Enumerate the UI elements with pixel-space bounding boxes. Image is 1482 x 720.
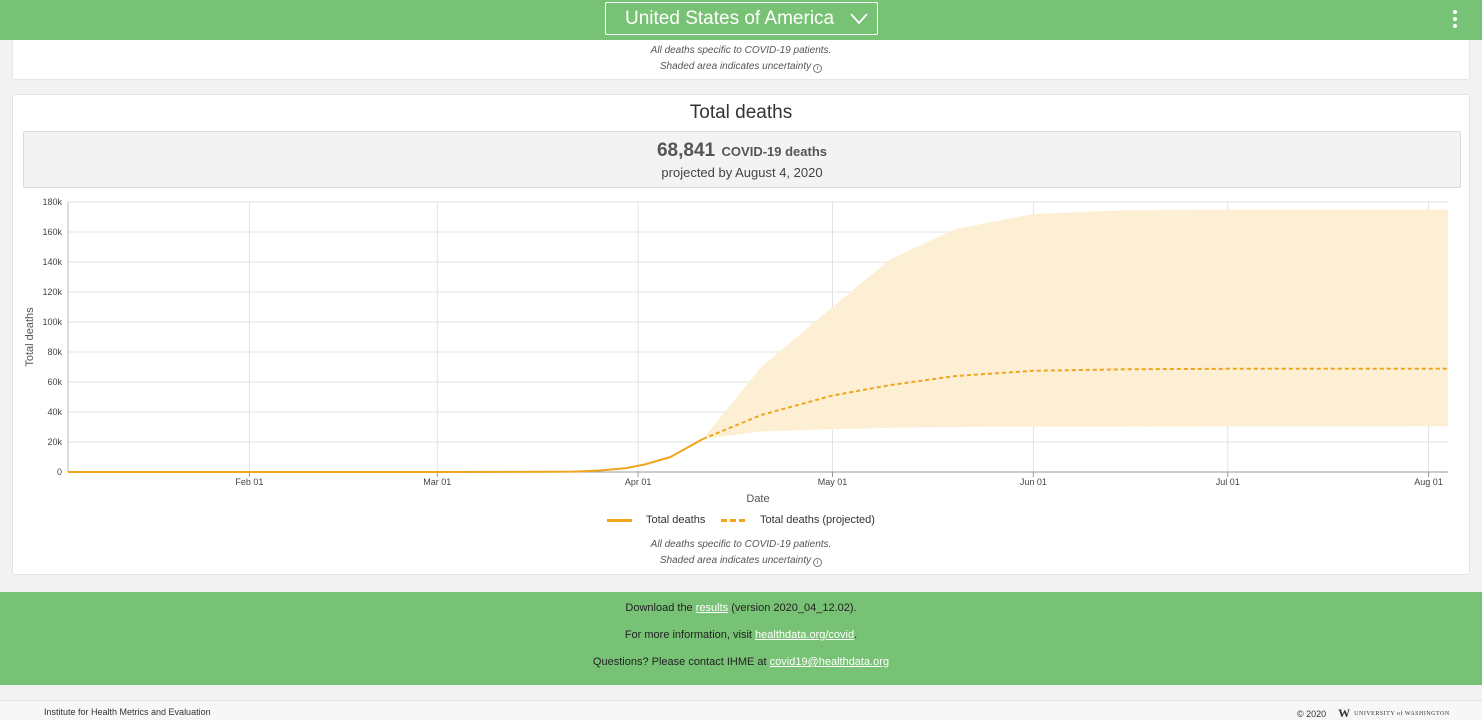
footer-info: For more information, visit healthdata.o…	[0, 622, 1482, 649]
uw-name: UNIVERSITY of WASHINGTON	[1354, 710, 1450, 717]
footer-info-period: .	[854, 629, 858, 641]
country-select-label: United States of America	[625, 8, 835, 29]
uw-logo[interactable]: W	[1338, 706, 1351, 720]
y-tick-label: 100k	[42, 317, 62, 327]
legend-swatch-dashed	[721, 518, 746, 522]
x-tick-label: Mar 01	[423, 477, 451, 487]
deaths-note-line1: All deaths specific to COVID-19 patients…	[650, 45, 832, 56]
top-bar: United States of America	[0, 0, 1482, 40]
chevron-down-icon	[850, 13, 868, 25]
chart-legend: Total deaths Total deaths (projected)	[0, 514, 1482, 528]
x-tick-label: Feb 01	[235, 477, 263, 487]
x-tick-label: May 01	[818, 477, 848, 487]
chart-note-line1: All deaths specific to COVID-19 patients…	[650, 539, 832, 550]
legend-item-projected[interactable]: Total deaths (projected)	[721, 514, 875, 526]
email-link[interactable]: covid19@healthdata.org	[769, 656, 890, 668]
footer-contact-text: Questions? Please contact IHME at	[592, 656, 767, 668]
y-tick-label: 0	[57, 467, 62, 477]
summary-value: 68,841	[656, 140, 716, 161]
uw-credit: © 2020 W UNIVERSITY of WASHINGTON	[1297, 706, 1450, 720]
footer-download-text: Download the	[625, 602, 693, 614]
card-title: Total deaths	[689, 102, 793, 123]
y-tick-label: 180k	[42, 197, 62, 207]
chart-note: All deaths specific to COVID-19 patients…	[0, 537, 1482, 569]
uncertainty-note: Shaded area indicates uncertainty	[659, 61, 812, 72]
kebab-menu-icon[interactable]	[1448, 8, 1462, 30]
org-name: Institute for Health Metrics and Evaluat…	[44, 707, 211, 717]
results-link[interactable]: results	[695, 602, 729, 614]
summary-subtitle: projected by August 4, 2020	[661, 165, 823, 180]
legend-label-projected: Total deaths (projected)	[760, 514, 875, 526]
x-tick-label: Jun 01	[1020, 477, 1047, 487]
healthdata-link[interactable]: healthdata.org/covid	[755, 629, 855, 641]
y-tick-label: 60k	[47, 377, 62, 387]
legend-label-total-deaths: Total deaths	[646, 514, 706, 526]
summary-unit: COVID-19 deaths	[721, 144, 828, 159]
deaths-note: All deaths specific to COVID-19 patients…	[13, 40, 1469, 75]
x-tick-label: Apr 01	[625, 477, 652, 487]
bottom-bar: Institute for Health Metrics and Evaluat…	[0, 700, 1482, 720]
copyright: © 2020	[1297, 708, 1327, 719]
y-tick-label: 120k	[42, 287, 62, 297]
chart-uncertainty-note: Shaded area indicates uncertainty	[659, 555, 812, 566]
info-icon[interactable]: i	[813, 558, 823, 567]
summary-box: 68,841 COVID-19 deaths projected by Augu…	[23, 131, 1461, 188]
x-tick-label: Jul 01	[1216, 477, 1240, 487]
footer-contact: Questions? Please contact IHME at covid1…	[0, 649, 1482, 676]
uncertainty-band	[702, 209, 1448, 439]
series-line-projected	[702, 367, 1449, 440]
y-tick-label: 20k	[47, 437, 62, 447]
total-deaths-chart: 0 20k 40k 60k 80k 100k 120k 140k 160k 180k Feb 01 M…	[24, 197, 1449, 505]
info-icon[interactable]: i	[813, 64, 823, 73]
country-select[interactable]: United States of America	[605, 2, 878, 35]
y-tick-label: 140k	[42, 257, 62, 267]
previous-chart-card: All deaths specific to COVID-19 patients…	[12, 40, 1470, 80]
footer: Download the results (version 2020_04_12…	[0, 592, 1482, 685]
footer-info-text: For more information, visit	[624, 629, 752, 641]
y-tick-label: 160k	[42, 227, 62, 237]
series-line-total-deaths	[68, 438, 704, 473]
y-tick-label: 80k	[47, 347, 62, 357]
footer-download: Download the results (version 2020_04_12…	[0, 595, 1482, 622]
legend-swatch-solid	[607, 518, 632, 522]
y-axis-title: Total deaths	[24, 307, 36, 367]
y-tick-label: 40k	[47, 407, 62, 417]
x-tick-label: Aug 01	[1414, 477, 1443, 487]
legend-item-total-deaths[interactable]: Total deaths	[607, 514, 705, 526]
x-axis-title: Date	[746, 493, 769, 505]
footer-version-text: (version 2020_04_12.02).	[731, 602, 857, 614]
